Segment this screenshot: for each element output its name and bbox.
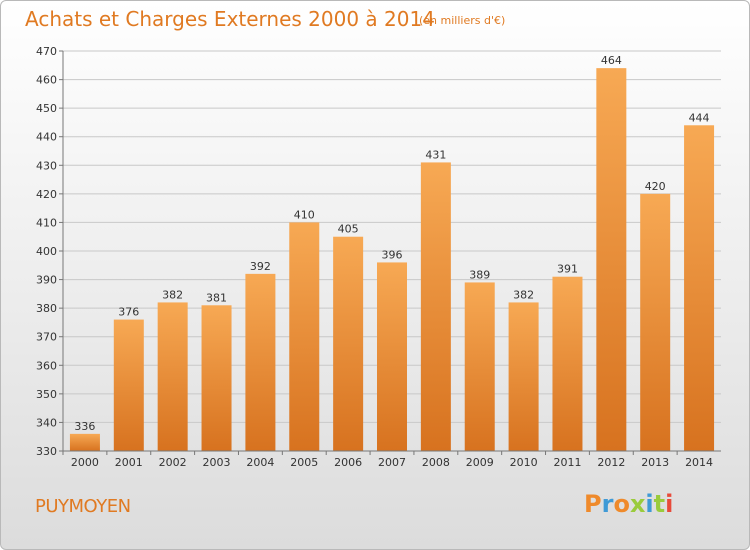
data-label: 410 <box>294 208 315 221</box>
data-label: 391 <box>557 263 578 276</box>
logo-letter: x <box>629 490 646 518</box>
y-tick-label: 410 <box>36 216 57 229</box>
logo-letter: i <box>645 490 654 518</box>
bar-2007 <box>377 262 407 451</box>
y-tick-label: 460 <box>36 74 57 87</box>
x-tick-label: 2006 <box>334 456 362 469</box>
logo-letter: i <box>665 490 674 518</box>
data-label: 431 <box>425 148 446 161</box>
bar-2013 <box>640 193 671 451</box>
data-label: 392 <box>250 260 271 273</box>
bar-2014 <box>684 125 715 452</box>
x-tick-label: 2013 <box>641 456 669 469</box>
logo-letter: o <box>613 490 630 518</box>
data-label: 336 <box>74 420 95 433</box>
data-label: 389 <box>469 268 490 281</box>
y-tick-label: 470 <box>36 45 57 58</box>
y-tick-label: 450 <box>36 102 57 115</box>
y-tick-label: 360 <box>36 359 57 372</box>
data-label: 405 <box>338 223 359 236</box>
proxiti-logo[interactable]: Proxiti <box>584 490 673 518</box>
y-tick-label: 390 <box>36 274 57 287</box>
x-tick-label: 2009 <box>466 456 494 469</box>
y-tick-label: 330 <box>36 445 57 458</box>
y-tick-label: 340 <box>36 416 57 429</box>
data-label: 382 <box>513 288 534 301</box>
data-label: 444 <box>689 111 710 124</box>
y-tick-label: 370 <box>36 331 57 344</box>
x-tick-label: 2000 <box>71 456 99 469</box>
x-tick-label: 2007 <box>378 456 406 469</box>
y-tick-label: 380 <box>36 302 57 315</box>
x-tick-label: 2005 <box>290 456 318 469</box>
chart-title: Achats et Charges Externes 2000 à 2014 <box>25 7 435 31</box>
logo-letter: P <box>584 490 602 518</box>
bar-2005 <box>289 222 320 451</box>
x-tick-label: 2011 <box>553 456 581 469</box>
x-axis: 2000 2001 2002 2003 2004 2005 2006 2007 2008 2009… <box>62 450 721 469</box>
bar-2011 <box>552 276 583 451</box>
x-tick-label: 2010 <box>510 456 538 469</box>
x-tick-label: 2003 <box>203 456 231 469</box>
y-tick-label: 400 <box>36 245 57 258</box>
bar-2006 <box>333 236 364 451</box>
data-label: 420 <box>645 180 666 193</box>
logo-letter: t <box>653 490 666 518</box>
chart-subtitle: (en milliers d'€) <box>419 14 506 27</box>
data-label: 382 <box>162 288 183 301</box>
bar-2001 <box>113 319 144 451</box>
bar-2000 <box>69 433 100 451</box>
x-tick-label: 2002 <box>159 456 187 469</box>
x-tick-label: 2012 <box>597 456 625 469</box>
bar-2010 <box>508 302 539 451</box>
data-label: 396 <box>382 248 403 261</box>
logo-letter: r <box>601 490 614 518</box>
y-tick-label: 430 <box>36 159 57 172</box>
bar-2004 <box>245 273 276 451</box>
x-tick-label: 2004 <box>246 456 274 469</box>
bar-2003 <box>201 305 232 451</box>
y-tick-label: 440 <box>36 131 57 144</box>
y-tick-label: 350 <box>36 388 57 401</box>
data-label: 381 <box>206 291 227 304</box>
bars <box>69 68 715 452</box>
x-tick-label: 2008 <box>422 456 450 469</box>
y-axis: 330 340 350 360 370 380 390 400 410 420 430 440 450 4… <box>36 45 64 458</box>
bar-2002 <box>157 302 188 451</box>
x-tick-label: 2001 <box>115 456 143 469</box>
bar-2009 <box>464 282 495 451</box>
data-labels: 336 376 382 381 392 410 405 396 431 389 382 391 464 4… <box>74 54 709 433</box>
place-name: PUYMOYEN <box>35 496 131 517</box>
data-label: 376 <box>118 306 139 319</box>
bar-2012 <box>596 68 627 452</box>
x-tick-label: 2014 <box>685 456 713 469</box>
data-label: 464 <box>601 54 622 67</box>
y-tick-label: 420 <box>36 188 57 201</box>
bar-2008 <box>420 162 451 451</box>
